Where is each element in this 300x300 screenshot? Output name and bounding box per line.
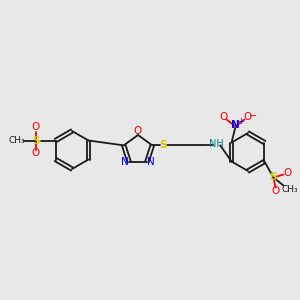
Text: O: O: [32, 122, 40, 133]
Text: N: N: [231, 121, 240, 130]
Text: O: O: [243, 112, 252, 122]
Text: CH₃: CH₃: [8, 136, 25, 145]
Text: S: S: [270, 172, 277, 182]
Text: S: S: [160, 140, 167, 150]
Text: +: +: [237, 117, 244, 126]
Text: −: −: [250, 112, 258, 122]
Text: O: O: [219, 112, 228, 122]
Text: O: O: [32, 148, 40, 158]
Text: CH₃: CH₃: [281, 185, 298, 194]
Text: N: N: [147, 157, 155, 167]
Text: S: S: [32, 136, 39, 146]
Text: O: O: [134, 126, 142, 136]
Text: O: O: [271, 187, 280, 196]
Text: N: N: [121, 157, 129, 167]
Text: NH: NH: [209, 140, 224, 149]
Text: O: O: [283, 167, 292, 178]
